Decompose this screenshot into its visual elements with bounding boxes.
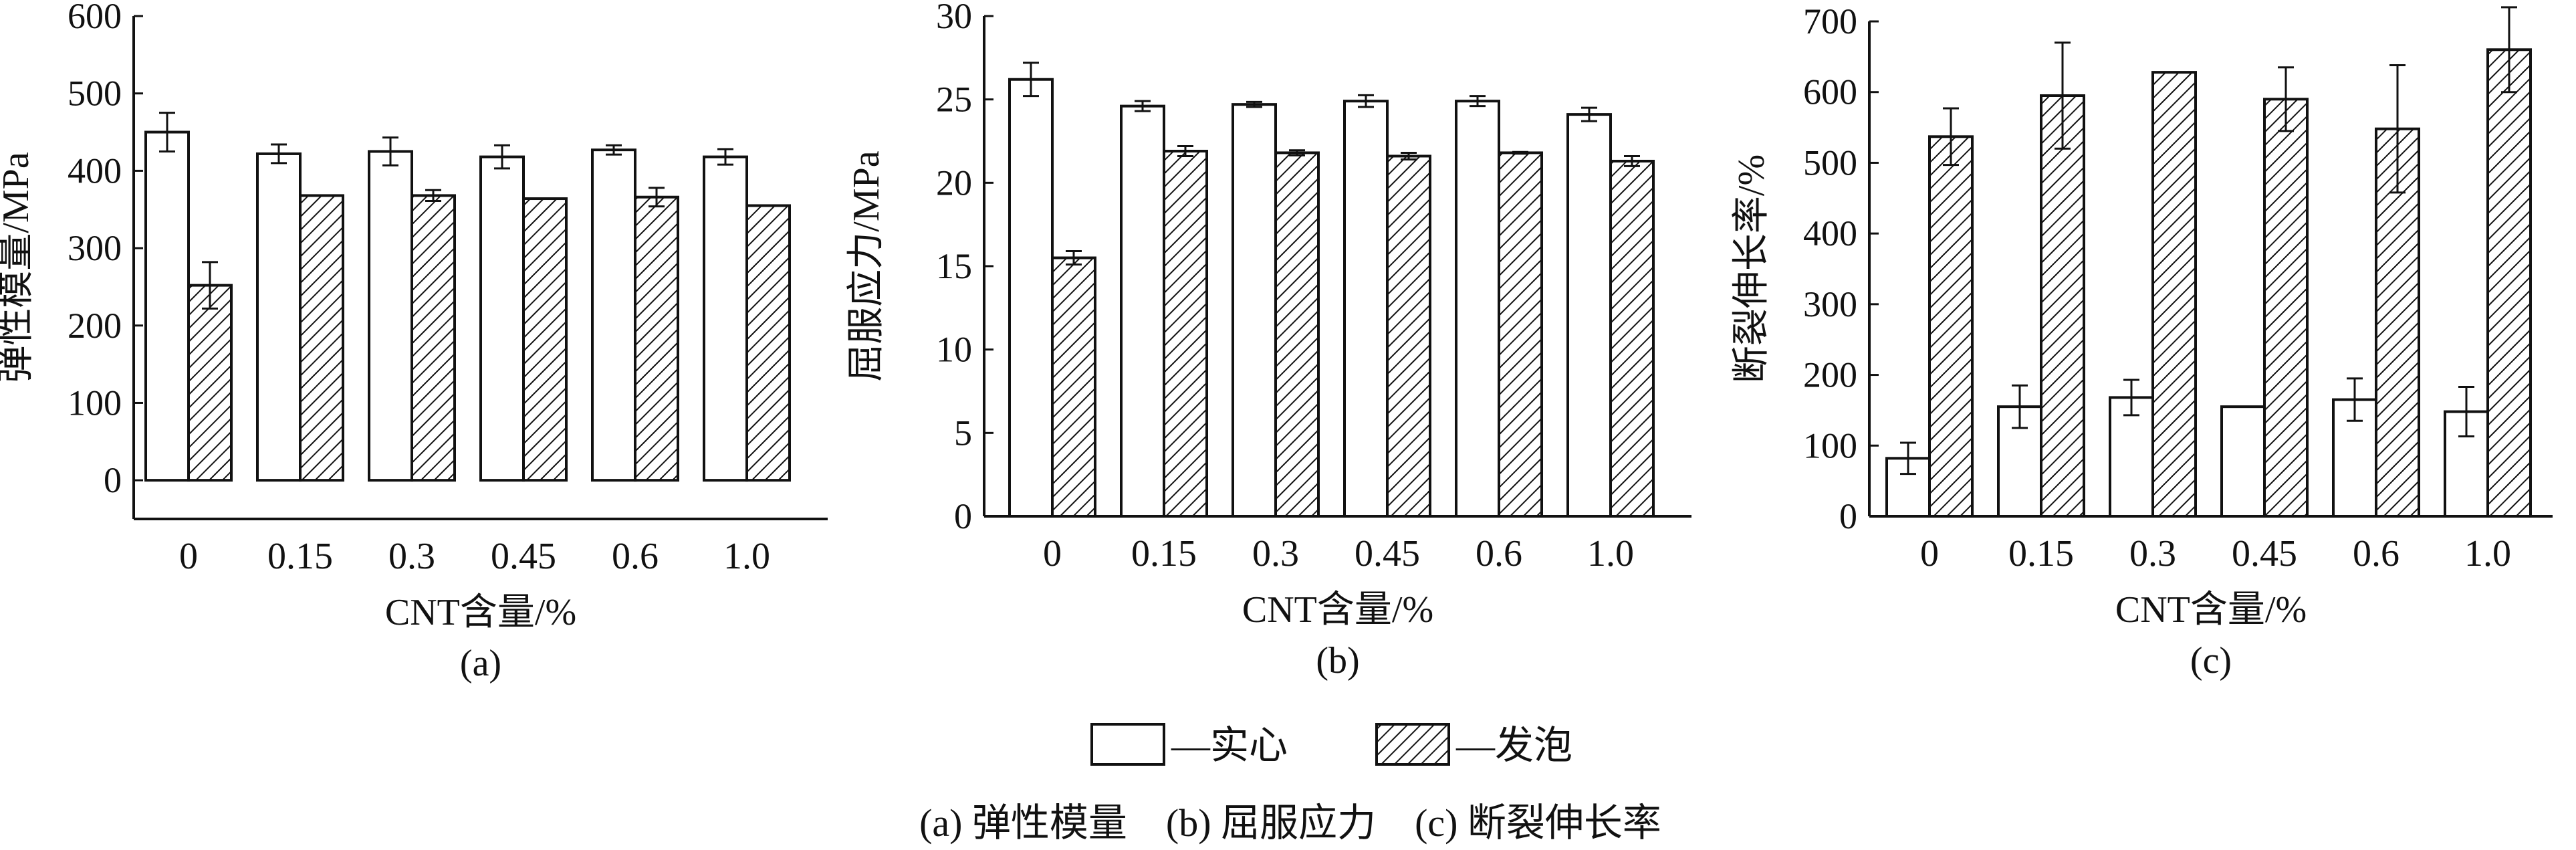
bar-foam <box>2263 98 2309 518</box>
bar-foam <box>299 194 344 482</box>
y-tick-label: 600 <box>1803 72 1857 112</box>
legend-swatch-solid <box>1090 723 1165 766</box>
bar-foam <box>1928 135 1974 518</box>
bar-foam <box>1386 154 1431 518</box>
x-tick-label: 0 <box>179 536 198 577</box>
y-tick-label: 30 <box>936 0 972 36</box>
bar-foam <box>1609 159 1655 518</box>
panel-label: (a) <box>460 643 501 684</box>
x-tick-label: 0.3 <box>2129 533 2176 574</box>
x-tick-label: 0.45 <box>491 536 556 577</box>
chart-panel-b: 0 5 10 15 20 25 30 0 0.15 0.3 0.45 0.6 1.0 CNT含量/% (b)… <box>846 0 1691 681</box>
y-tick-label: 5 <box>954 413 972 453</box>
bar-solid <box>703 155 748 482</box>
y-axis-title: 弹性模量/MPa <box>0 152 37 383</box>
bar-foam <box>1498 151 1543 518</box>
bar-foam <box>522 197 568 482</box>
bar-solid <box>256 152 302 482</box>
y-tick-label: 25 <box>936 80 972 120</box>
y-tick-label: 10 <box>936 330 972 370</box>
bar-foam <box>1163 149 1208 518</box>
y-tick-label: 15 <box>936 246 972 286</box>
bar-foam <box>2486 48 2532 518</box>
y-axis-title: 屈服应力/MPa <box>846 150 887 381</box>
x-tick-label: 0.15 <box>2008 533 2074 574</box>
x-tick-label: 0 <box>1920 533 1939 574</box>
panel-label: (b) <box>1316 640 1359 681</box>
legend-label-solid: —实心 <box>1171 724 1288 767</box>
y-tick-label: 100 <box>68 383 122 423</box>
legend: —实心 —发泡 <box>1090 723 1572 767</box>
chart-panel-a: 0 100 200 300 400 500 600 0 0.15 0.3 0.45 0.6 1.0 CNT… <box>0 0 828 684</box>
x-tick-label: 1.0 <box>2464 533 2511 574</box>
y-tick-label: 20 <box>936 163 972 203</box>
bar-foam <box>1274 151 1320 518</box>
y-tick-label: 0 <box>104 460 122 500</box>
bar-foam <box>411 194 456 482</box>
bar-solid <box>479 155 525 482</box>
x-tick-label: 0.15 <box>1131 533 1197 574</box>
bar-solid <box>144 130 190 482</box>
panel-label: (c) <box>2190 640 2232 681</box>
y-tick-label: 200 <box>1803 355 1857 395</box>
bar-solid <box>1008 78 1054 518</box>
x-tick-label: 0.6 <box>612 536 659 577</box>
x-tick-label: 0.45 <box>2232 533 2297 574</box>
y-tick-label: 300 <box>68 228 122 268</box>
y-tick-label: 500 <box>1803 142 1857 183</box>
bar-solid <box>368 150 413 482</box>
y-tick-label: 400 <box>68 150 122 191</box>
y-tick-label: 0 <box>1839 496 1857 536</box>
x-tick-label: 0.15 <box>267 536 333 577</box>
bar-solid <box>2220 405 2266 518</box>
x-tick-label: 0.45 <box>1355 533 1420 574</box>
y-tick-label: 400 <box>1803 213 1857 253</box>
y-axis-title: 断裂伸长率/% <box>1731 154 1772 383</box>
x-tick-label: 0.6 <box>2353 533 2399 574</box>
x-tick-label: 0.3 <box>388 536 435 577</box>
chart-panel-c: 0 100 200 300 400 500 600 700 0 0.15 0.3 0.45 0.6 1.0… <box>1731 1 2553 681</box>
y-tick-label: 200 <box>68 306 122 346</box>
x-tick-label: 1.0 <box>1587 533 1634 574</box>
y-tick-label: 500 <box>68 74 122 114</box>
bar-solid <box>1232 103 1277 518</box>
y-tick-label: 700 <box>1803 1 1857 41</box>
x-tick-label: 0.3 <box>1252 533 1299 574</box>
x-axis-title: CNT含量/% <box>2115 589 2307 631</box>
legend-label-foam: —发泡 <box>1455 724 1572 767</box>
bar-foam <box>745 204 791 482</box>
x-axis-title: CNT含量/% <box>1242 589 1433 631</box>
x-tick-label: 0 <box>1043 533 1062 574</box>
y-tick-label: 100 <box>1803 425 1857 465</box>
y-tick-label: 0 <box>954 496 972 536</box>
x-axis-title: CNT含量/% <box>385 592 576 633</box>
bar-solid <box>2109 396 2154 518</box>
bar-solid <box>591 148 636 482</box>
bar-foam <box>2151 71 2197 518</box>
bar-foam <box>187 284 233 482</box>
y-tick-label: 600 <box>68 0 122 36</box>
bar-foam <box>2040 94 2085 518</box>
x-tick-label: 1.0 <box>723 536 770 577</box>
x-tick-label: 0.6 <box>1476 533 1522 574</box>
legend-swatch-foam <box>1375 723 1450 766</box>
bar-solid <box>1566 113 1612 518</box>
bar-foam <box>1051 256 1096 518</box>
figure-caption: (a) 弹性模量 (b) 屈服应力 (c) 断裂伸长率 <box>919 801 1661 845</box>
bar-solid <box>1455 100 1500 518</box>
bar-solid <box>1120 104 1165 518</box>
bar-foam <box>634 195 679 482</box>
bar-solid <box>1343 100 1389 518</box>
y-tick-label: 300 <box>1803 284 1857 324</box>
